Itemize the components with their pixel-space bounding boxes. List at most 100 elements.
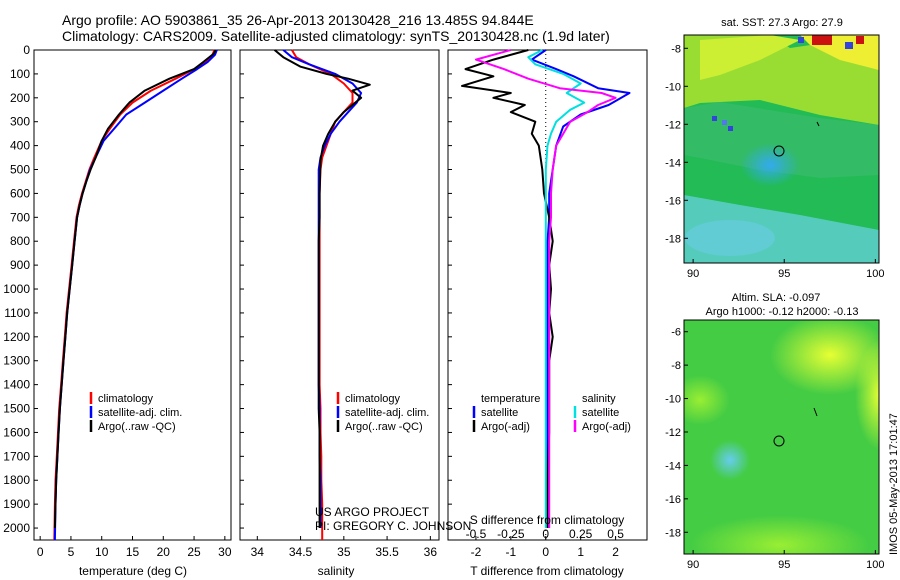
map-x-tick-label: 90 <box>687 559 699 571</box>
imos-timestamp: IMOS 05-May-2013 17:01:47 <box>888 413 900 555</box>
y-tick-label: 1900 <box>3 497 30 511</box>
x-tick-label: 36 <box>424 545 438 559</box>
y-tick-label: 1300 <box>3 354 30 368</box>
legend-t-argo: Argo(-adj) <box>481 421 530 433</box>
s-tick-label: -0.25 <box>497 527 525 541</box>
map-y-tick-label: -8 <box>671 360 681 372</box>
legend-t-satellite: satellite <box>481 407 518 419</box>
map-y-tick-label: -16 <box>665 195 681 207</box>
x-tick-label: 30 <box>218 545 232 559</box>
y-tick-label: 1400 <box>3 378 30 392</box>
x-tick-label: 20 <box>157 545 171 559</box>
y-tick-label: 2000 <box>3 521 30 535</box>
sla-map: Altim. SLA: -0.097 Argo h1000: -0.12 h20… <box>665 292 884 571</box>
salinity-axes: 34 34.5 35 35.5 36 <box>240 49 438 559</box>
series-line-s-satellite <box>527 49 586 528</box>
map-x-tick-label: 100 <box>866 559 884 571</box>
pi-annotation: PI: GREGORY C. JOHNSON <box>315 519 471 533</box>
map-y-tick-label: -10 <box>665 81 681 93</box>
x-tick-label: 0 <box>37 545 44 559</box>
y-tick-label: 100 <box>10 67 30 81</box>
map-y-tick-label: -14 <box>665 157 681 169</box>
y-tick-label: 1000 <box>3 282 30 296</box>
difference-axes: -2 -1 0 1 2 -0.5 -0.25 0 0.25 0.5 <box>448 49 624 559</box>
profile-lines <box>53 49 631 541</box>
x-tick-label: 35 <box>337 545 351 559</box>
temperature-xlabel: temperature (deg C) <box>79 564 187 578</box>
series-line-argo-raw-qc- <box>53 49 217 529</box>
sla-map-title-2: Argo h1000: -0.12 h2000: -0.13 <box>706 306 859 318</box>
legend-climatology: climatology <box>345 393 401 405</box>
salinity-legend: climatology satellite-adj. clim. Argo(..… <box>336 392 429 433</box>
legend-temperature-header: temperature <box>481 393 540 405</box>
project-annotation: US ARGO PROJECT <box>315 505 430 519</box>
y-tick-label: 1800 <box>3 473 30 487</box>
series-line-climatology <box>291 49 354 540</box>
x-tick-label: -2 <box>471 545 482 559</box>
temperature-legend: climatology satellite-adj. clim. Argo(..… <box>89 392 182 433</box>
plot-title-line1: Argo profile: AO 5903861_35 26-Apr-2013 … <box>62 12 534 28</box>
x-tick-label: 15 <box>126 545 140 559</box>
x-tick-label: 0 <box>542 545 549 559</box>
map-y-tick-label: -14 <box>665 460 681 472</box>
map-x-tick-label: 90 <box>687 268 699 280</box>
series-line-t-argo-adj- <box>461 49 554 528</box>
y-tick-label: 1100 <box>4 306 30 320</box>
x-tick-label: 34.5 <box>289 545 313 559</box>
legend-argo: Argo(..raw -QC) <box>98 421 176 433</box>
legend-satellite-adj: satellite-adj. clim. <box>345 407 429 419</box>
y-tick-label: 300 <box>10 115 30 129</box>
float-position-marker <box>773 145 785 157</box>
sst-map: sat. SST: 27.3 Argo: 27.9 90 95 100 -8 -10 -1… <box>665 17 884 280</box>
map-x-tick-label: 100 <box>866 268 884 280</box>
series-line-climatology <box>53 49 216 541</box>
legend-climatology: climatology <box>98 393 154 405</box>
salinity-panel-frame <box>239 49 440 541</box>
map-y-tick-label: -6 <box>671 327 681 339</box>
float-position-marker <box>773 435 785 447</box>
map-y-tick-label: -12 <box>665 427 681 439</box>
map-y-tick-label: -16 <box>665 494 681 506</box>
x-tick-label: 1 <box>577 545 584 559</box>
y-tick-label: 500 <box>10 163 30 177</box>
s-tick-label: 0 <box>542 527 549 541</box>
y-tick-label: 700 <box>10 210 30 224</box>
legend-satellite-adj: satellite-adj. clim. <box>98 407 182 419</box>
map-y-tick-label: -12 <box>665 119 681 131</box>
series-line-argo-raw-qc- <box>273 49 371 528</box>
series-line-satellite-adj-clim- <box>53 49 218 541</box>
map-y-tick-label: -18 <box>665 233 681 245</box>
y-tick-label: 800 <box>10 234 30 248</box>
y-tick-label: 0 <box>23 43 30 57</box>
difference-legend: temperature salinity satellite Argo(-adj… <box>472 393 631 433</box>
s-tick-label: 0.25 <box>569 527 593 541</box>
legend-s-satellite: satellite <box>582 407 619 419</box>
sst-map-title: sat. SST: 27.3 Argo: 27.9 <box>721 17 843 29</box>
map-y-tick-label: -8 <box>671 43 681 55</box>
difference-xlabel-top: S difference from climatology <box>470 513 625 527</box>
map-y-tick-label: -18 <box>665 527 681 539</box>
s-tick-label: -0.5 <box>466 527 487 541</box>
y-tick-label: 200 <box>10 91 30 105</box>
y-tick-label: 400 <box>10 139 30 153</box>
sla-map-title-1: Altim. SLA: -0.097 <box>732 292 821 304</box>
x-tick-label: 2 <box>612 545 619 559</box>
difference-xlabel: T difference from climatology <box>470 564 624 578</box>
x-tick-label: 5 <box>68 545 75 559</box>
y-tick-label: 1700 <box>3 449 30 463</box>
y-tick-label: 600 <box>10 186 30 200</box>
s-tick-label: 0.5 <box>607 527 624 541</box>
x-tick-label: 10 <box>95 545 109 559</box>
plot-title-line2: Climatology: CARS2009. Satellite-adjuste… <box>62 28 610 44</box>
map-x-tick-label: 95 <box>778 559 790 571</box>
y-tick-label: 900 <box>10 258 30 272</box>
salinity-xlabel: salinity <box>318 564 355 578</box>
legend-argo: Argo(..raw -QC) <box>345 421 423 433</box>
temperature-panel-frame <box>33 49 232 541</box>
legend-s-argo: Argo(-adj) <box>582 421 631 433</box>
series-line-s-argo-adj- <box>474 49 617 528</box>
x-tick-label: 25 <box>187 545 201 559</box>
temperature-axes: 0 5 10 15 20 25 300100200300400500600700800900… <box>3 43 232 559</box>
map-y-tick-label: -10 <box>665 394 681 406</box>
